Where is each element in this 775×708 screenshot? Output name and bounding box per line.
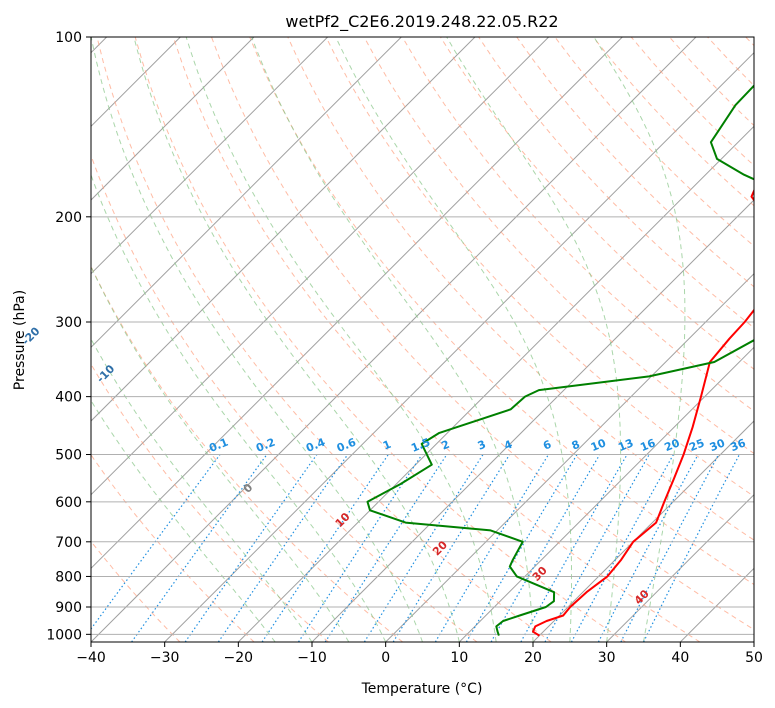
mixing-ratio-line (570, 454, 674, 642)
dry-adiabat-line (91, 540, 181, 642)
mixing-ratio-line (297, 454, 423, 642)
x-tick-label: −10 (297, 650, 327, 666)
y-tick-label: 1000 (46, 627, 82, 643)
y-axis-ticks: 1000 900 800 700 600 500 400 300 200 100 (46, 30, 91, 643)
moist-adiabat-line (91, 399, 276, 642)
x-tick-label: 50 (745, 650, 763, 666)
moist-adiabat-line (251, 37, 534, 642)
dry-adiabat-line (172, 37, 701, 642)
x-tick-label: 40 (671, 650, 689, 666)
profile-line (366, 84, 754, 636)
plot-frame (90, 36, 755, 643)
dry-adiabat-line (96, 37, 552, 642)
mixing-ratio-line (490, 454, 601, 642)
moist-adiabat-line (91, 37, 423, 642)
x-tick-label: −20 (224, 650, 254, 666)
mixing-ratio-line (434, 454, 550, 642)
mixing-ratio-label: 20 (663, 436, 682, 454)
mixing-ratio-line (520, 454, 628, 642)
isotherm-line (91, 37, 329, 275)
isotherm-line (91, 37, 697, 642)
isotherm-line (91, 37, 623, 570)
x-axis-label: Temperature (°C) (361, 681, 483, 697)
pressure-grid (91, 37, 754, 635)
dry-adiabat-line (91, 453, 255, 642)
moist-adiabat-line (185, 37, 497, 642)
isotherm-line (311, 199, 754, 642)
isotherm-line (91, 37, 402, 349)
isotherm-line (606, 493, 754, 642)
y-tick-label: 100 (55, 30, 82, 46)
moist-adiabat-line (335, 37, 572, 642)
dry-adiabat-line (249, 37, 754, 586)
x-tick-label: 0 (381, 650, 390, 666)
mixing-ratio-label: 25 (687, 436, 706, 454)
dry-adiabat-line (287, 37, 754, 541)
y-tick-label: 700 (55, 535, 82, 551)
moist-adiabat-line (446, 37, 622, 642)
y-tick-label: 600 (55, 495, 82, 511)
chart-title: wetPf2_C2E6.2019.248.22.05.R22 (285, 12, 558, 32)
profile-line (532, 188, 754, 637)
x-tick-label: 10 (450, 650, 468, 666)
profile-series (366, 84, 754, 637)
x-tick-label: 30 (598, 650, 616, 666)
y-tick-label: 200 (55, 210, 82, 226)
mixing-ratio-label: 30 (708, 436, 727, 454)
moist-adiabat-line (91, 265, 350, 642)
mixing-ratio-label: 10 (589, 436, 608, 454)
mixing-ratio-label: 2 (440, 438, 452, 453)
y-tick-label: 500 (55, 448, 82, 464)
mixing-ratio-label: 16 (638, 436, 657, 454)
isotherm-line (91, 37, 255, 201)
mixing-ratio-label: 3 (476, 438, 488, 453)
y-tick-label: 400 (55, 390, 82, 406)
moist-adiabat-line (91, 173, 387, 642)
moist-adiabat-line (91, 338, 313, 642)
dry-adiabat-line (516, 37, 754, 288)
mixing-ratio-line (597, 454, 699, 642)
dry-adiabat-line (363, 37, 754, 455)
mixing-ratio-label: 1 (381, 438, 393, 453)
mixing-ratio-line (324, 454, 448, 642)
moist-adiabat-line (133, 37, 460, 642)
isotherm-line (91, 37, 550, 496)
dry-adiabat-line (91, 363, 329, 642)
mixing-ratio-line (217, 454, 349, 642)
y-axis-label: Pressure (hPa) (12, 290, 28, 390)
mixing-ratio-line (261, 454, 389, 642)
mixing-ratio-line (131, 454, 268, 642)
dry-adiabat-line (325, 37, 754, 498)
x-tick-label: −40 (76, 650, 106, 666)
x-tick-label: −30 (150, 650, 180, 666)
x-axis-ticks: −40 −30 −20 −10 0 10 20 30 40 50 (76, 642, 763, 666)
mixing-ratio-line (91, 454, 221, 630)
mixing-ratio-label: 8 (570, 438, 582, 453)
y-tick-label: 900 (55, 600, 82, 616)
isotherm-line (385, 272, 754, 642)
mixing-ratio-label: 36 (729, 436, 748, 454)
isotherm-line (237, 125, 754, 642)
dry-adiabat-line (91, 153, 478, 642)
isotherm-line (164, 51, 754, 642)
dry-adiabat-line (401, 37, 754, 412)
dry-adiabat-line (211, 37, 754, 631)
y-tick-label: 300 (55, 315, 82, 331)
mixing-ratio-label: 13 (616, 436, 635, 454)
y-tick-label: 800 (55, 569, 82, 585)
mixing-ratio-line (184, 454, 318, 642)
dry-adiabat-line (134, 37, 626, 642)
isotherm-line (458, 346, 754, 642)
x-tick-label: 20 (524, 650, 542, 666)
